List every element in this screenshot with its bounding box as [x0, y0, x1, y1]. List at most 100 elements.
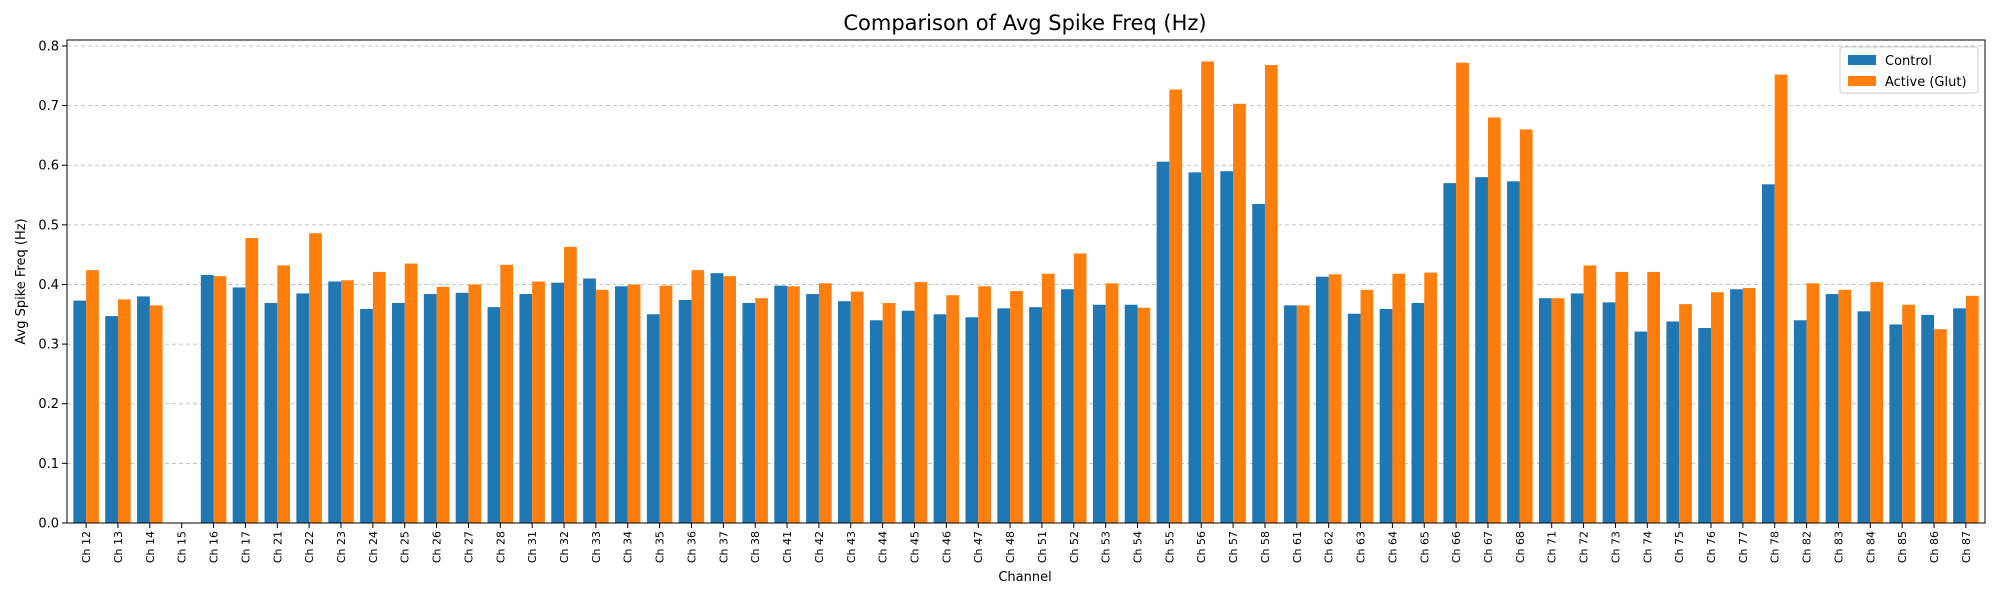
bar-control-ch14	[137, 296, 150, 523]
bar-control-ch51	[1029, 307, 1042, 523]
bar-active-ch25	[404, 263, 418, 523]
y-tick-label: 0.6	[38, 159, 59, 174]
bar-control-ch25	[391, 302, 405, 523]
y-tick-label: 0.8	[38, 39, 59, 54]
bar-active-ch57	[1233, 103, 1246, 523]
bar-active-ch22	[309, 233, 322, 523]
bar-control-ch53	[1092, 304, 1106, 523]
bar-control-ch67	[1475, 177, 1488, 524]
bar-control-ch38	[742, 302, 756, 523]
x-tick-label: Ch 15	[176, 531, 189, 563]
bar-control-ch43	[838, 301, 851, 523]
bar-active-ch77	[1742, 288, 1756, 523]
y-axis: 0.0 0.1 0.2 0.3 0.4 0.5 0.6 0.7 0.8	[38, 39, 67, 532]
legend-swatch-active	[1848, 76, 1876, 86]
x-tick-label: Ch 13	[112, 531, 125, 563]
bar-active-ch74	[1647, 271, 1661, 523]
bar-active-ch75	[1679, 304, 1692, 523]
bar-control-ch55	[1156, 161, 1170, 523]
bar-active-ch73	[1615, 271, 1629, 523]
bar-active-ch62	[1328, 274, 1342, 523]
bar-active-ch33	[595, 289, 609, 523]
x-tick-label: Ch 65	[1418, 531, 1431, 563]
bar-active-ch24	[372, 271, 386, 523]
gridlines	[67, 45, 1985, 524]
bar-active-ch61	[1296, 305, 1310, 523]
bar-active-ch32	[564, 246, 577, 524]
x-tick-label: Ch 63	[1355, 531, 1368, 563]
bar-active-ch27	[468, 284, 482, 523]
x-tick-label: Ch 22	[303, 531, 316, 563]
bar-control-ch87	[1953, 308, 1966, 523]
x-tick-label: Ch 52	[1068, 531, 1081, 563]
bar-active-ch65	[1424, 272, 1437, 523]
bar-active-ch17	[245, 237, 259, 523]
bar-control-ch28	[487, 307, 501, 523]
x-tick-label: Ch 24	[367, 531, 380, 563]
x-tick-label: Ch 27	[462, 531, 475, 563]
bar-control-ch34	[615, 286, 628, 523]
bar-active-ch52	[1073, 253, 1087, 524]
bar-control-ch58	[1252, 203, 1265, 523]
legend: Control Active (Glut)	[1839, 46, 1979, 94]
bar-active-ch87	[1965, 295, 1979, 523]
x-tick-label: Ch 32	[558, 531, 571, 563]
bar-control-ch86	[1921, 314, 1935, 523]
bar-control-ch65	[1411, 302, 1425, 523]
x-axis-label: Channel	[998, 570, 1051, 585]
bar-control-ch16	[200, 274, 214, 523]
bar-control-ch64	[1379, 308, 1393, 523]
bar-active-ch53	[1105, 283, 1119, 523]
x-tick-label: Ch 58	[1259, 531, 1272, 563]
x-tick-label: Ch 41	[781, 531, 794, 563]
y-tick-label: 0.7	[38, 99, 59, 114]
bar-active-ch56	[1201, 61, 1214, 523]
bar-active-ch85	[1902, 304, 1915, 523]
bar-active-ch83	[1838, 289, 1852, 523]
bar-control-ch26	[423, 294, 437, 523]
bar-control-ch13	[105, 316, 118, 523]
bar-control-ch21	[264, 302, 278, 523]
x-tick-label: Ch 85	[1896, 531, 1909, 563]
x-tick-label: Ch 78	[1769, 531, 1782, 563]
x-tick-label: Ch 84	[1864, 531, 1877, 563]
plot-frame	[66, 39, 1986, 524]
x-tick-label: Ch 75	[1673, 531, 1686, 563]
bar-control-ch48	[997, 308, 1011, 523]
bar-active-ch43	[850, 291, 864, 523]
bar-control-ch23	[328, 281, 341, 523]
bar-control-ch17	[232, 287, 246, 523]
bar-active-ch63	[1360, 289, 1374, 523]
bar-control-ch32	[551, 282, 565, 523]
y-tick-label: 0.4	[38, 278, 59, 293]
bar-active-ch64	[1392, 273, 1406, 523]
bar-control-ch47	[965, 317, 979, 523]
bar-control-ch83	[1825, 294, 1839, 523]
bar-active-ch36	[691, 270, 705, 523]
x-tick-label: Ch 43	[845, 531, 858, 563]
bar-active-ch78	[1774, 74, 1788, 524]
bar-active-ch55	[1169, 89, 1183, 524]
bar-control-ch75	[1666, 321, 1680, 523]
x-tick-label: Ch 45	[908, 531, 921, 563]
x-tick-label: Ch 67	[1482, 531, 1495, 563]
x-tick-label: Ch 56	[1195, 531, 1208, 563]
x-tick-label: Ch 82	[1801, 531, 1814, 563]
x-tick-label: Ch 55	[1163, 531, 1176, 563]
x-tick-label: Ch 28	[494, 531, 507, 563]
x-tick-label: Ch 25	[399, 531, 412, 563]
x-tick-label: Ch 72	[1578, 531, 1591, 563]
bar-active-ch42	[818, 283, 832, 523]
bar-control-ch12	[73, 300, 87, 523]
bar-control-ch41	[774, 285, 788, 523]
bar-active-ch26	[436, 286, 450, 523]
bar-active-ch12	[86, 270, 99, 523]
bar-control-ch66	[1443, 183, 1457, 523]
x-tick-label: Ch 35	[654, 531, 667, 563]
x-tick-label: Ch 66	[1450, 531, 1463, 563]
x-tick-label: Ch 37	[717, 531, 730, 563]
bar-control-ch68	[1507, 181, 1520, 524]
bar-control-ch74	[1634, 331, 1648, 523]
x-tick-label: Ch 36	[685, 531, 698, 563]
